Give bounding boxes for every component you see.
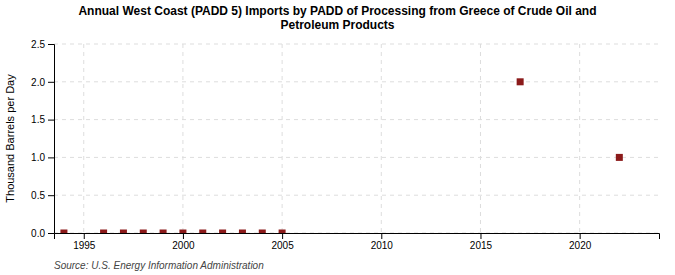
point — [616, 154, 623, 161]
grid-line-x — [282, 44, 283, 233]
y-tick-label: 0.5 — [31, 190, 45, 201]
y-tick-mark — [48, 233, 54, 234]
grid-line-x — [83, 44, 84, 233]
grid-line-x — [182, 44, 183, 233]
x-tick-label: 2000 — [172, 240, 195, 251]
point — [120, 230, 127, 234]
grid — [54, 44, 659, 233]
grid-line-x — [480, 44, 481, 233]
title: Annual West Coast (PADD 5) Imports by PA… — [78, 4, 596, 32]
point — [259, 230, 266, 234]
y-tick: 0.0 — [31, 228, 54, 239]
y-tick-mark — [48, 44, 54, 45]
x-axis-line — [55, 234, 660, 240]
x-tick-label: 1995 — [73, 240, 96, 251]
points — [60, 78, 622, 233]
y-tick: 2.5 — [31, 39, 54, 50]
grid-line-y — [54, 157, 659, 158]
point — [179, 230, 186, 234]
point — [517, 78, 524, 85]
y-axis-title: Thousand Barrels per Day — [4, 74, 16, 203]
y-axis-line — [48, 45, 55, 234]
grid-line-y — [54, 195, 659, 196]
point — [199, 230, 206, 234]
point — [140, 230, 147, 234]
x-tick-label: 2005 — [271, 240, 294, 251]
x-axis: 1995 2000 2005 2010 2015 2020 — [55, 233, 660, 251]
x-tick: 1995 — [73, 233, 96, 251]
x-tick-mark — [282, 233, 283, 239]
point — [279, 230, 286, 234]
point — [219, 230, 226, 234]
y-tick-label: 0.0 — [31, 228, 45, 239]
y-tick-mark — [48, 195, 54, 196]
y-tick-mark — [48, 157, 54, 158]
y-tick-label: 1.0 — [31, 152, 45, 163]
x-tick-label: 2020 — [569, 240, 592, 251]
y-tick-mark — [48, 82, 54, 83]
x-tick-mark — [381, 233, 382, 239]
grid-line-y — [54, 44, 659, 45]
annotation: Source: U.S. Energy Information Administ… — [54, 260, 264, 271]
x-tick: 2010 — [371, 233, 394, 251]
grid-line-y — [54, 119, 659, 120]
point — [239, 230, 246, 234]
y-axis: 0.0 0.5 1.0 1.5 2.0 2.5 — [31, 39, 54, 239]
y-tick: 2.0 — [31, 77, 54, 88]
y-tick-label: 1.5 — [31, 114, 45, 125]
x-tick: 2005 — [271, 233, 294, 251]
x-tick-label: 2015 — [470, 240, 493, 251]
x-tick-mark — [580, 233, 581, 239]
x-tick: 2015 — [470, 233, 493, 251]
x-tick-mark — [480, 233, 481, 239]
grid-line-y — [54, 81, 659, 82]
y-tick: 1.0 — [31, 152, 54, 163]
plot: 1995 2000 2005 2010 2015 2020 0.0 0.5 1.0 1.5 2.0 2… — [31, 39, 659, 251]
y-tick-label: 2.0 — [31, 77, 45, 88]
y-tick: 0.5 — [31, 190, 54, 201]
x-tick-label: 2010 — [371, 240, 394, 251]
chart: 1995 2000 2005 2010 2015 2020 0.0 0.5 1.0 1.5 2.0 2… — [0, 0, 675, 275]
grid-line-x — [579, 44, 580, 233]
y-tick: 1.5 — [31, 114, 54, 125]
y-tick-mark — [48, 120, 54, 121]
point — [160, 230, 167, 234]
point — [60, 230, 67, 234]
x-tick: 2000 — [172, 233, 195, 251]
point — [100, 230, 107, 234]
x-tick: 2020 — [569, 233, 592, 251]
grid-line-x — [381, 44, 382, 233]
y-tick-label: 2.5 — [31, 39, 45, 50]
x-tick-mark — [84, 233, 85, 239]
x-tick-mark — [183, 233, 184, 239]
